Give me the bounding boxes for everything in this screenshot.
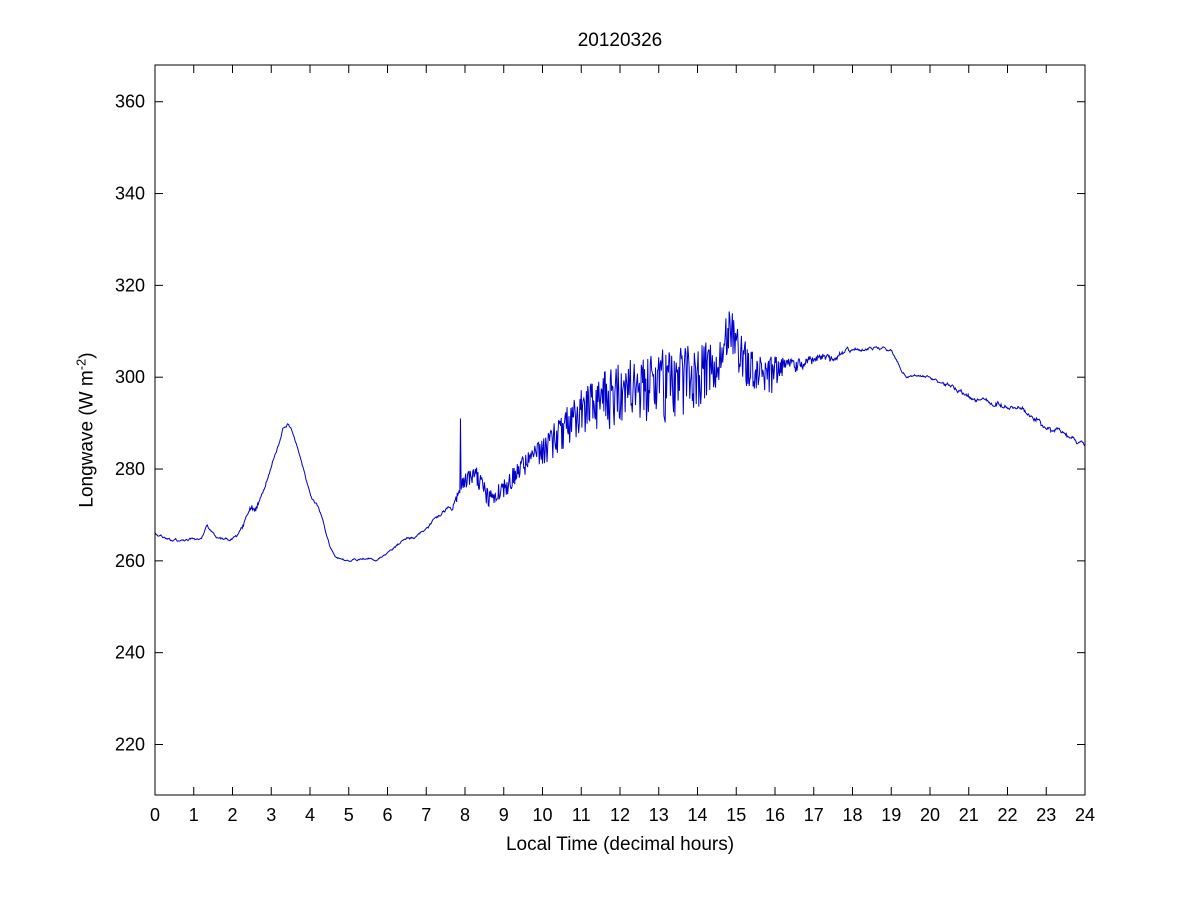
x-tick-label: 14 — [687, 805, 707, 825]
x-tick-label: 10 — [532, 805, 552, 825]
x-tick-label: 1 — [189, 805, 199, 825]
y-tick-label: 300 — [115, 367, 145, 387]
x-tick-label: 16 — [765, 805, 785, 825]
x-tick-label: 6 — [382, 805, 392, 825]
x-tick-label: 12 — [610, 805, 630, 825]
y-tick-label: 260 — [115, 551, 145, 571]
x-tick-label: 11 — [572, 805, 591, 825]
x-tick-label: 24 — [1075, 805, 1095, 825]
y-tick-label: 280 — [115, 459, 145, 479]
chart-title: 20120326 — [577, 30, 663, 51]
x-tick-label: 20 — [920, 805, 940, 825]
x-tick-label: 4 — [305, 805, 315, 825]
x-tick-label: 17 — [804, 805, 824, 825]
x-tick-label: 23 — [1036, 805, 1056, 825]
x-tick-label: 18 — [842, 805, 862, 825]
x-tick-label: 13 — [649, 805, 669, 825]
x-tick-label: 0 — [150, 805, 160, 825]
x-tick-label: 22 — [997, 805, 1017, 825]
x-tick-label: 7 — [421, 805, 431, 825]
x-tick-label: 8 — [460, 805, 470, 825]
axes-box — [154, 64, 1086, 796]
y-tick-label: 220 — [115, 734, 145, 754]
x-tick-label: 3 — [266, 805, 276, 825]
x-tick-label: 5 — [344, 805, 354, 825]
y-tick-label: 360 — [115, 92, 145, 112]
data-line — [154, 311, 1086, 562]
y-tick-label: 320 — [115, 275, 145, 295]
x-tick-label: 9 — [499, 805, 509, 825]
x-tick-label: 15 — [726, 805, 746, 825]
y-tick-label: 240 — [115, 643, 145, 663]
x-tick-label: 21 — [959, 805, 979, 825]
x-tick-label: 19 — [881, 805, 901, 825]
x-axis-label: Local Time (decimal hours) — [505, 834, 735, 855]
x-tick-label: 2 — [227, 805, 237, 825]
y-tick-label: 340 — [115, 184, 145, 204]
